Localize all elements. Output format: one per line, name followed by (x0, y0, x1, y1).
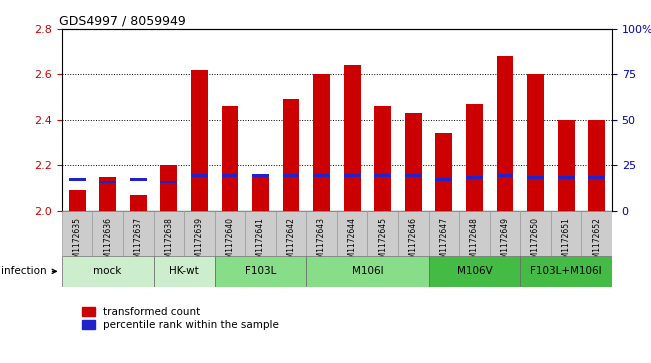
Bar (62, 211, 92, 256)
Bar (344, 65, 361, 211)
Bar (344, 174, 361, 176)
Bar (405, 113, 422, 211)
Bar (551, 211, 581, 256)
Bar (497, 174, 514, 176)
Bar (497, 56, 514, 211)
Bar (283, 99, 299, 211)
Bar (245, 211, 276, 256)
Bar (428, 211, 459, 256)
Bar (184, 211, 215, 256)
Text: GSM1172640: GSM1172640 (225, 217, 234, 268)
Bar (374, 174, 391, 176)
Bar (69, 178, 85, 181)
Text: GSM1172650: GSM1172650 (531, 217, 540, 268)
Bar (92, 211, 123, 256)
Bar (589, 120, 605, 211)
Bar (307, 256, 428, 287)
Text: GSM1172648: GSM1172648 (470, 217, 479, 268)
Text: M106I: M106I (352, 266, 383, 276)
Bar (154, 211, 184, 256)
Bar (527, 74, 544, 211)
Bar (398, 211, 428, 256)
Legend: transformed count, percentile rank within the sample: transformed count, percentile rank withi… (78, 303, 283, 334)
Bar (160, 180, 177, 183)
Text: GSM1172638: GSM1172638 (164, 217, 173, 268)
Bar (405, 174, 422, 176)
Bar (62, 256, 154, 287)
Text: GSM1172639: GSM1172639 (195, 217, 204, 268)
Bar (283, 174, 299, 176)
Bar (459, 211, 490, 256)
Bar (520, 211, 551, 256)
Text: GSM1172637: GSM1172637 (133, 217, 143, 268)
Bar (558, 176, 574, 179)
Bar (581, 211, 612, 256)
Text: GSM1172647: GSM1172647 (439, 217, 449, 268)
Bar (123, 211, 154, 256)
Text: GSM1172641: GSM1172641 (256, 217, 265, 268)
Text: GSM1172646: GSM1172646 (409, 217, 418, 268)
Bar (374, 106, 391, 211)
Text: GSM1172636: GSM1172636 (104, 217, 112, 268)
Bar (276, 211, 307, 256)
Text: GSM1172635: GSM1172635 (73, 217, 81, 268)
Bar (154, 256, 215, 287)
Bar (428, 256, 520, 287)
Bar (69, 190, 85, 211)
Bar (130, 178, 146, 181)
Bar (307, 211, 337, 256)
Text: HK-wt: HK-wt (169, 266, 199, 276)
Bar (191, 174, 208, 176)
Bar (589, 176, 605, 179)
Text: M106V: M106V (456, 266, 492, 276)
Bar (252, 174, 269, 211)
Bar (100, 180, 116, 183)
Bar (160, 165, 177, 211)
Bar (558, 120, 574, 211)
Text: GSM1172645: GSM1172645 (378, 217, 387, 268)
Text: GSM1172644: GSM1172644 (348, 217, 357, 268)
Bar (252, 174, 269, 176)
Bar (466, 176, 483, 179)
Text: GSM1172651: GSM1172651 (562, 217, 570, 268)
Bar (367, 211, 398, 256)
Bar (221, 174, 238, 176)
Bar (313, 74, 330, 211)
Bar (100, 176, 116, 211)
Bar (337, 211, 367, 256)
Bar (215, 211, 245, 256)
Text: GSM1172642: GSM1172642 (286, 217, 296, 268)
Bar (527, 176, 544, 179)
Bar (191, 70, 208, 211)
Bar (130, 195, 146, 211)
Text: infection: infection (1, 266, 56, 276)
Bar (436, 178, 452, 181)
Bar (466, 104, 483, 211)
Bar (520, 256, 612, 287)
Bar (215, 256, 307, 287)
Text: F103L: F103L (245, 266, 276, 276)
Text: GDS4997 / 8059949: GDS4997 / 8059949 (59, 15, 186, 28)
Text: mock: mock (94, 266, 122, 276)
Bar (436, 133, 452, 211)
Text: GSM1172652: GSM1172652 (592, 217, 601, 268)
Bar (490, 211, 520, 256)
Text: GSM1172643: GSM1172643 (317, 217, 326, 268)
Text: GSM1172649: GSM1172649 (501, 217, 510, 268)
Bar (313, 174, 330, 176)
Text: F103L+M106I: F103L+M106I (531, 266, 602, 276)
Bar (221, 106, 238, 211)
